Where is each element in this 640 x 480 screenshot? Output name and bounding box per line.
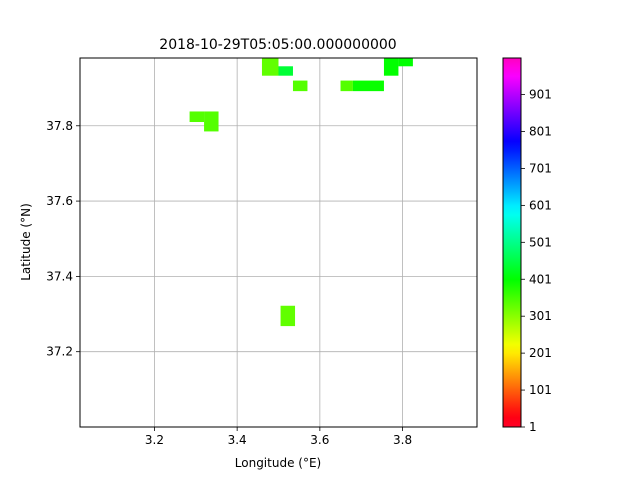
grid-lines (80, 58, 477, 427)
data-cell (280, 305, 296, 327)
plot-area: 3.2 3.4 3.6 3.8 37.2 37.4 37.6 37.8 (46, 57, 478, 447)
data-cells (189, 58, 413, 327)
x-tick-label: 3.6 (310, 433, 329, 447)
data-cell (261, 58, 279, 76)
y-tick-label: 37.2 (46, 345, 73, 359)
plot-frame (79, 57, 478, 428)
data-cell (383, 58, 399, 76)
colorbar-tick-label: 1 (529, 420, 537, 434)
colorbar-tick-label: 801 (529, 125, 552, 139)
y-axis-ticks: 37.2 37.4 37.6 37.8 (46, 119, 80, 359)
data-cell (352, 80, 384, 92)
colorbar-tick-label: 701 (529, 161, 552, 175)
chart-title: 2018-10-29T05:05:00.000000000 (159, 37, 396, 53)
colorbar: 1 101 201 301 401 501 601 701 801 901 (502, 57, 552, 434)
colorbar-tick-label: 601 (529, 198, 552, 212)
colorbar-tick-label: 401 (529, 272, 552, 286)
x-tick-label: 3.8 (393, 433, 412, 447)
data-cell (278, 66, 293, 76)
colorbar-tick-label: 201 (529, 346, 552, 360)
y-axis-label: Latitude (°N) (19, 203, 33, 281)
colorbar-tick-label: 101 (529, 383, 552, 397)
data-cell (398, 58, 413, 67)
colorbar-tick-label: 901 (529, 88, 552, 102)
x-axis-label: Longitude (°E) (235, 456, 321, 470)
plot-background (80, 58, 477, 427)
colorbar-tick-label: 301 (529, 309, 552, 323)
y-tick-label: 37.4 (46, 269, 73, 283)
x-tick-label: 3.2 (145, 433, 164, 447)
x-axis-ticks: 3.2 3.4 3.6 3.8 (145, 427, 412, 447)
x-tick-label: 3.4 (228, 433, 247, 447)
data-cell (340, 80, 353, 92)
colorbar-gradient (503, 58, 521, 427)
data-cell (292, 80, 308, 92)
data-cell (204, 111, 219, 132)
y-tick-label: 37.8 (46, 119, 73, 133)
colorbar-tick-label: 501 (529, 235, 552, 249)
y-tick-label: 37.6 (46, 194, 73, 208)
data-cell (189, 111, 205, 123)
colorbar-ticks: 1 101 201 301 401 501 601 701 801 901 (521, 88, 552, 434)
